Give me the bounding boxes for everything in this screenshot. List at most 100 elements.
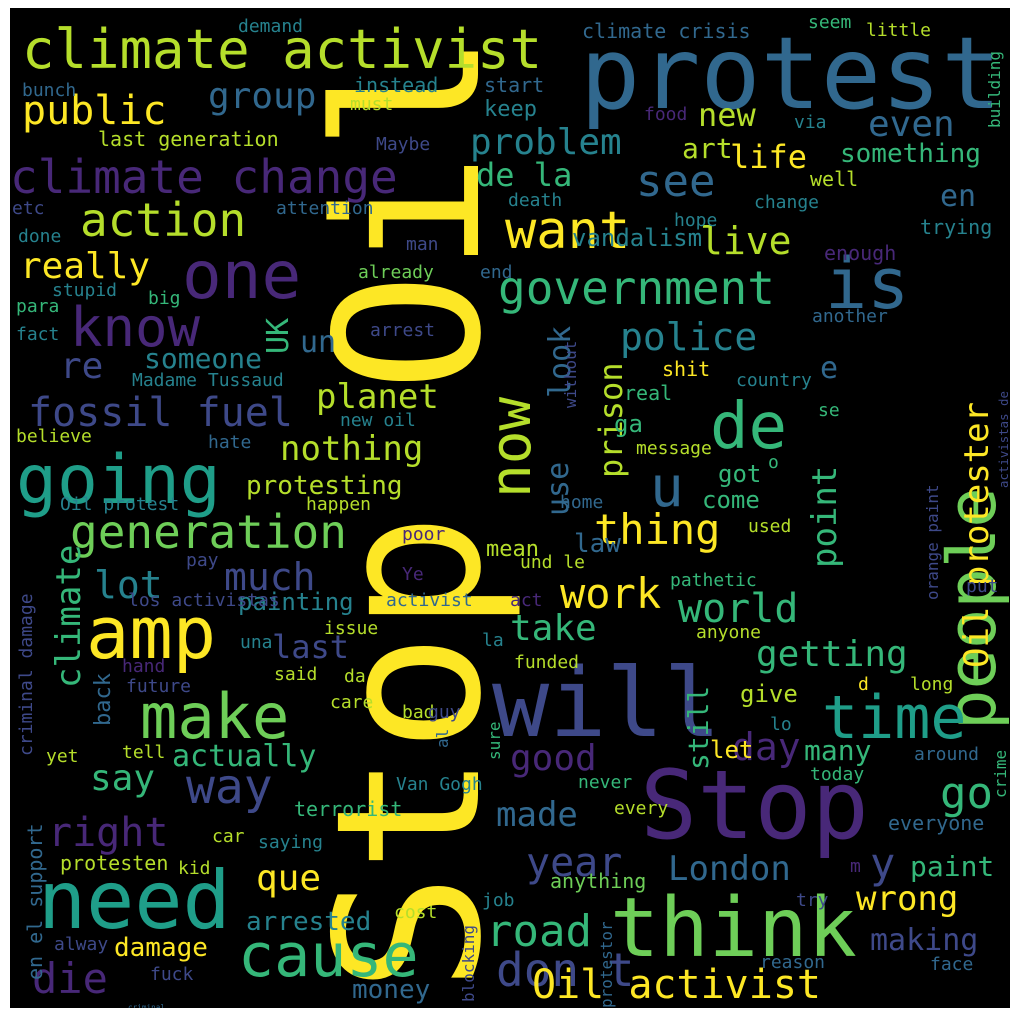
cloud-word: getting [756, 634, 908, 675]
cloud-word: anything [550, 869, 646, 893]
cloud-word: fuck [150, 964, 194, 985]
cloud-word: never [578, 772, 632, 793]
cloud-word: something [840, 139, 981, 169]
cloud-word: criminal [128, 1003, 165, 1008]
cloud-word: someone [144, 342, 262, 375]
cloud-word: car [212, 826, 245, 847]
cloud-word: job [482, 890, 515, 911]
cloud-word: today [810, 764, 864, 785]
cloud-word: shit [662, 357, 710, 381]
cloud-word: la [482, 630, 504, 651]
cloud-word: new oil [340, 410, 416, 431]
cloud-word: make [140, 680, 289, 753]
cloud-word: fact [16, 324, 59, 345]
cloud-word: bad [402, 702, 435, 723]
cloud-word: many [804, 734, 871, 767]
cloud-word: work [560, 569, 661, 618]
cloud-word: Stop [640, 751, 869, 861]
cloud-word: use [541, 462, 576, 516]
cloud-word: must [350, 94, 393, 115]
cloud-word: fossil fuel [28, 390, 293, 436]
cloud-word: hand [122, 656, 165, 677]
cloud-word: come [702, 486, 760, 514]
cloud-word: even [868, 104, 955, 145]
word-cloud-canvas: Stop Oil people protest will Stop think need am… [10, 8, 1010, 1008]
cloud-word: amp [86, 591, 216, 675]
cloud-word: got [718, 460, 761, 488]
cloud-word: para [16, 296, 59, 317]
cloud-word: food [644, 104, 687, 125]
cloud-word: los activistas [128, 590, 280, 611]
cloud-word: now [479, 397, 544, 498]
cloud-word: blocking [459, 925, 478, 1002]
cloud-word: alway [54, 934, 108, 955]
cloud-word: attention [276, 198, 374, 219]
cloud-word: government [498, 261, 775, 315]
cloud-word: without [561, 341, 580, 408]
cloud-word: give [740, 680, 798, 708]
cloud-word: public [22, 88, 167, 134]
cloud-word: una [240, 632, 273, 653]
cloud-word: funded [514, 652, 579, 673]
cloud-word: death [508, 190, 562, 211]
cloud-word: much [224, 555, 316, 599]
cloud-word: al [433, 729, 452, 748]
cloud-word: right [48, 810, 168, 856]
cloud-word: o [768, 452, 779, 473]
cloud-word: look [543, 326, 578, 398]
cloud-word: demand [238, 16, 303, 37]
cloud-word: already [358, 262, 434, 283]
cloud-word: put [966, 576, 999, 597]
cloud-word: protesting [246, 471, 403, 501]
cloud-word: world [678, 586, 798, 632]
cloud-word: Oil protest [60, 494, 179, 515]
cloud-word: act [510, 590, 543, 611]
cloud-word: think [610, 881, 857, 976]
cloud-word: en el support [23, 823, 47, 980]
cloud-word: via [794, 112, 827, 133]
cloud-word: made [496, 795, 578, 835]
cloud-word: let [710, 736, 753, 764]
cloud-word: know [70, 296, 201, 359]
cloud-word: last generation [98, 127, 279, 151]
cloud-word: tell [122, 742, 165, 763]
cloud-word: e [820, 351, 838, 386]
cloud-word: en [940, 179, 976, 214]
cloud-word: planet [316, 377, 439, 417]
cloud-word: start [484, 73, 544, 97]
cloud-word: d [858, 674, 869, 695]
cloud-word: thing [594, 505, 720, 554]
cloud-word: day [732, 725, 801, 769]
cloud-word: future [126, 676, 191, 697]
cloud-word: real [624, 381, 672, 405]
cloud-word: good [510, 738, 597, 779]
cloud-word: trying [920, 215, 992, 239]
cloud-word: message [636, 438, 712, 459]
cloud-word: don t [496, 943, 634, 997]
cloud-word: live [700, 219, 792, 263]
cloud-word: take [510, 608, 597, 649]
cloud-word: really [20, 246, 150, 287]
cloud-word: year [526, 840, 622, 886]
cloud-word: bunch [22, 80, 76, 101]
cloud-word: money [352, 975, 430, 1005]
cloud-word: und le [520, 552, 585, 573]
cloud-word: etc [12, 198, 45, 219]
cloud-word: believe [16, 426, 92, 447]
cloud-word: Oil activist [532, 962, 821, 1008]
cloud-word: enough [824, 241, 896, 265]
cloud-word: group [208, 76, 316, 117]
cloud-word: face [930, 954, 973, 975]
cloud-word: Stop Oil [294, 32, 526, 993]
cloud-word: protest [580, 15, 1001, 132]
cloud-word: pathetic [670, 570, 757, 591]
cloud-word: will [492, 649, 721, 759]
cloud-word: de [710, 390, 787, 464]
cloud-word: is [825, 243, 909, 325]
cloud-word: change [754, 192, 819, 213]
cloud-word: instead [354, 73, 438, 97]
cloud-word: orange paint [923, 484, 942, 600]
cloud-word: police [620, 315, 757, 359]
cloud-word: done [18, 226, 61, 247]
